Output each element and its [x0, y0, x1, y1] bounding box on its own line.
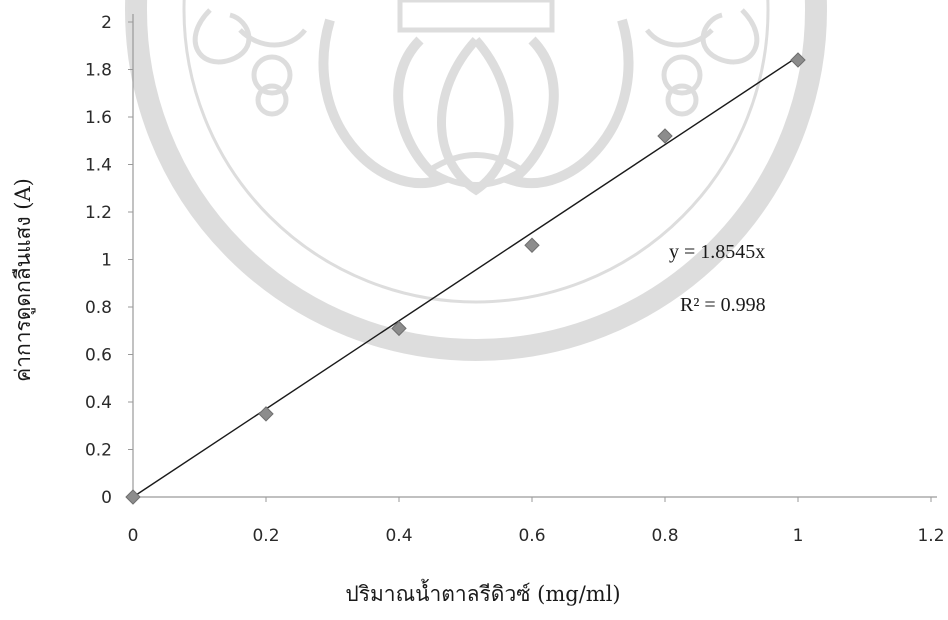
y-tick-labels: 0 0.2 0.4 0.6 0.8 1 1.2 1.4 1.6 1.8 2	[85, 13, 112, 508]
x-tick-label: 0.4	[385, 526, 412, 546]
y-tick-label: 0.2	[85, 441, 112, 461]
y-tick-label: 1.6	[85, 108, 112, 128]
trendline	[132, 55, 799, 498]
axes	[128, 14, 937, 502]
data-points	[125, 52, 806, 505]
data-point	[790, 52, 806, 68]
y-tick-label: 1.8	[85, 61, 112, 81]
y-tick-label: 0.8	[85, 298, 112, 318]
data-point	[524, 237, 540, 253]
trendline-r-squared: R² = 0.998	[680, 294, 766, 316]
data-point	[391, 320, 407, 337]
y-axis-title: ค่าการดูดกลืนแสง (A)	[11, 178, 36, 382]
y-tick-label: 1.2	[85, 203, 112, 223]
x-tick-label: 1.2	[917, 526, 944, 546]
x-axis-title: ปริมาณน้ำตาลรีดิวซ์ (mg/ml)	[345, 579, 620, 606]
x-tick-labels: 0 0.2 0.4 0.6 0.8 1 1.2	[128, 526, 945, 546]
y-tick-label: 1	[101, 251, 112, 271]
y-tick-label: 0	[101, 488, 112, 508]
data-point	[125, 489, 141, 505]
trendline-line	[132, 55, 799, 498]
y-tick-label: 1.4	[85, 156, 112, 176]
x-tick-label: 0.2	[252, 526, 279, 546]
x-tick-label: 0.8	[651, 526, 678, 546]
trendline-equation: y = 1.8545x	[669, 241, 765, 263]
y-tick-label: 2	[101, 13, 112, 33]
university-seal-watermark	[125, 0, 827, 361]
x-tick-label: 0.6	[518, 526, 545, 546]
data-point	[258, 406, 274, 422]
y-tick-label: 0.6	[85, 346, 112, 366]
y-tick-label: 0.4	[85, 393, 112, 413]
data-point	[657, 128, 673, 144]
x-tick-label: 1	[793, 526, 804, 546]
x-tick-label: 0	[128, 526, 139, 546]
